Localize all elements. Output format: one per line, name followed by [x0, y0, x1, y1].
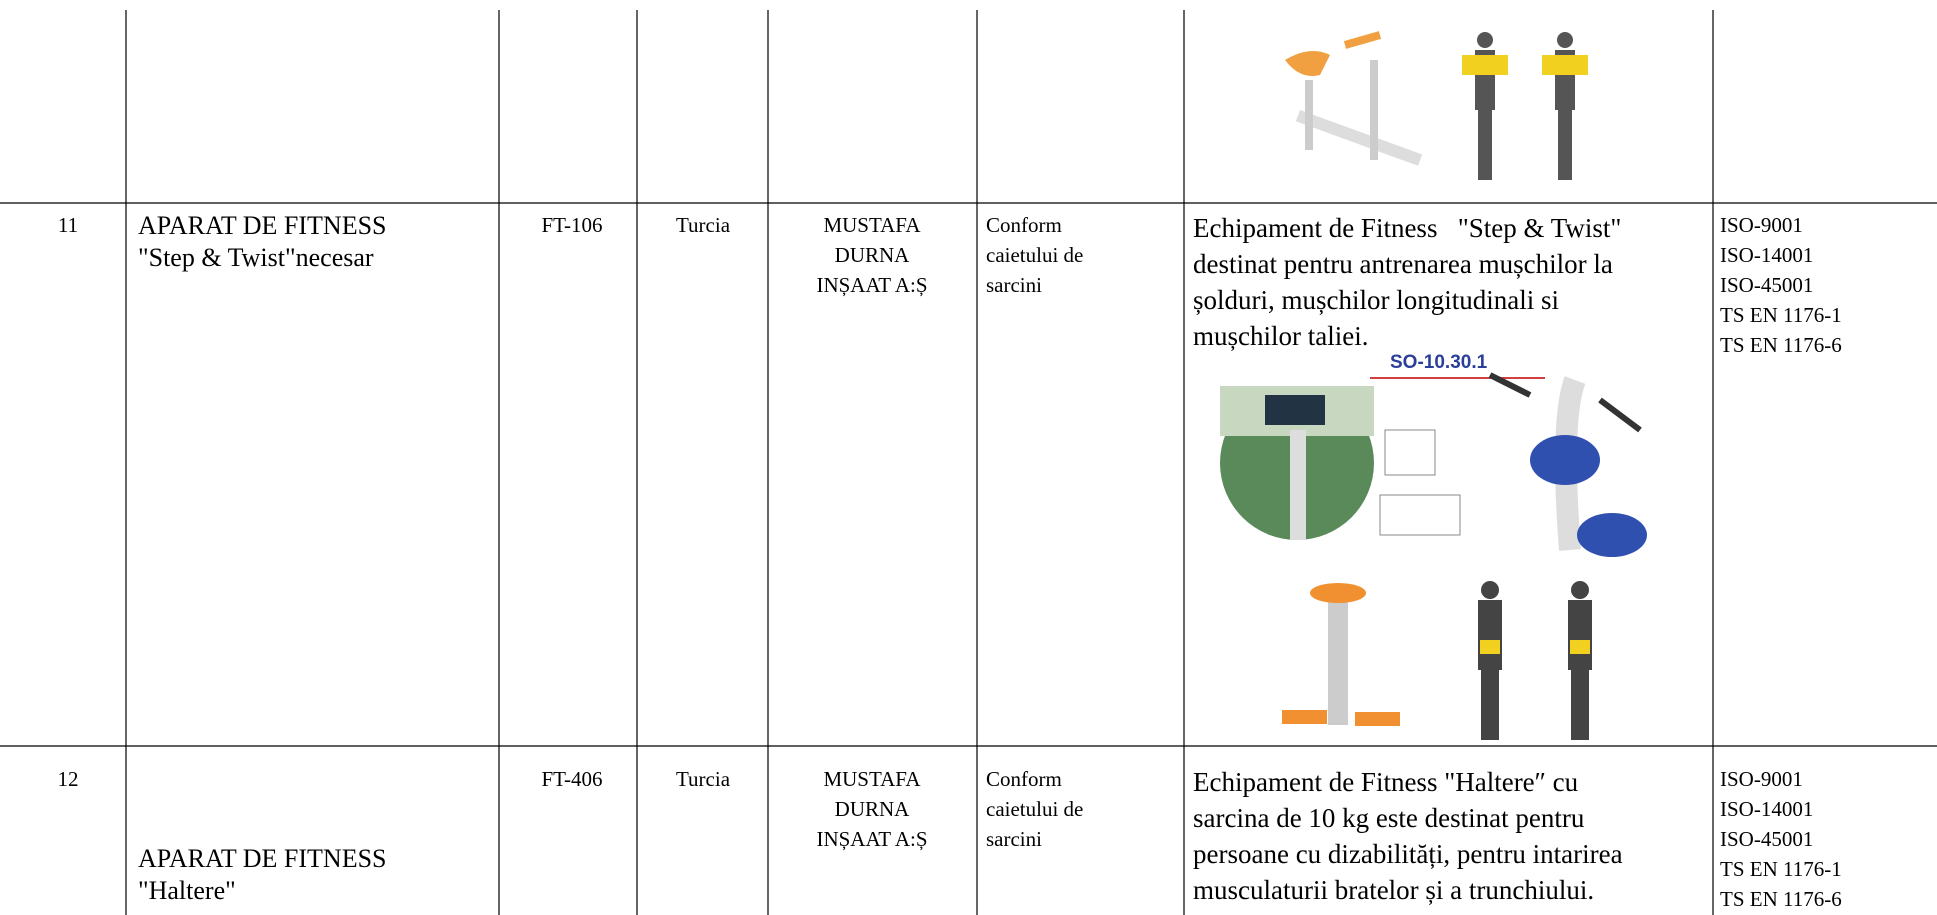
product-code: FT-406: [541, 767, 603, 791]
certificate: ISO-9001: [1720, 213, 1803, 237]
product-name: "Step & Twist"necesar: [138, 243, 374, 272]
equipment-image: [1285, 31, 1423, 166]
certificate: TS EN 1176-1: [1720, 857, 1842, 881]
country: Turcia: [675, 767, 731, 791]
certificate: TS EN 1176-6: [1720, 887, 1842, 911]
description: Echipament de Fitness "Haltere″ cu: [1193, 767, 1579, 797]
terms: Conform: [986, 767, 1062, 791]
muscle-figures: [1478, 581, 1592, 740]
product-name: "Haltere": [138, 876, 236, 905]
producer: MUSTAFA: [823, 213, 921, 237]
equipment-image: [1488, 372, 1647, 557]
certificate: ISO-45001: [1720, 827, 1814, 851]
certificate: TS EN 1176-6: [1720, 333, 1842, 357]
producer: DURNA: [834, 797, 910, 821]
terms: caietului de: [986, 243, 1084, 267]
description: musculaturii bratelor și a trunchiului.: [1193, 875, 1595, 905]
terms: sarcini: [986, 273, 1042, 297]
terms: sarcini: [986, 827, 1042, 851]
producer: INȘAAT A:Ș: [816, 827, 928, 851]
producer: INȘAAT A:Ș: [816, 273, 928, 297]
figure-label: SO-10.30.1: [1390, 352, 1488, 373]
description: șolduri, mușchilor longitudinali si: [1193, 285, 1559, 315]
product-code: FT-106: [541, 213, 603, 237]
product-name: APARAT DE FITNESS: [138, 844, 387, 873]
description: Echipament de Fitness "Step & Twist": [1193, 213, 1622, 243]
producer: MUSTAFA: [823, 767, 921, 791]
country: Turcia: [675, 213, 731, 237]
equipment-diagram: [1379, 429, 1461, 536]
producer: DURNA: [834, 243, 910, 267]
certificate: ISO-45001: [1720, 273, 1814, 297]
muscle-figures: [1462, 32, 1588, 180]
terms: Conform: [986, 213, 1062, 237]
terms: caietului de: [986, 797, 1084, 821]
product-name: APARAT DE FITNESS: [138, 211, 387, 240]
equipment-image: [1282, 583, 1400, 726]
certificate: ISO-9001: [1720, 767, 1803, 791]
description: destinat pentru antrenarea mușchilor la: [1193, 249, 1613, 279]
description: sarcina de 10 kg este destinat pentru: [1193, 803, 1585, 833]
certificate: TS EN 1176-1: [1720, 303, 1842, 327]
description: mușchilor taliei.: [1193, 321, 1369, 351]
equipment-photo: [1220, 386, 1374, 540]
description: persoane cu dizabilități, pentru intarir…: [1193, 839, 1623, 869]
row-number: 12: [57, 767, 79, 791]
row-number: 11: [57, 213, 79, 237]
certificate: ISO-14001: [1720, 243, 1814, 267]
certificate: ISO-14001: [1720, 797, 1814, 821]
